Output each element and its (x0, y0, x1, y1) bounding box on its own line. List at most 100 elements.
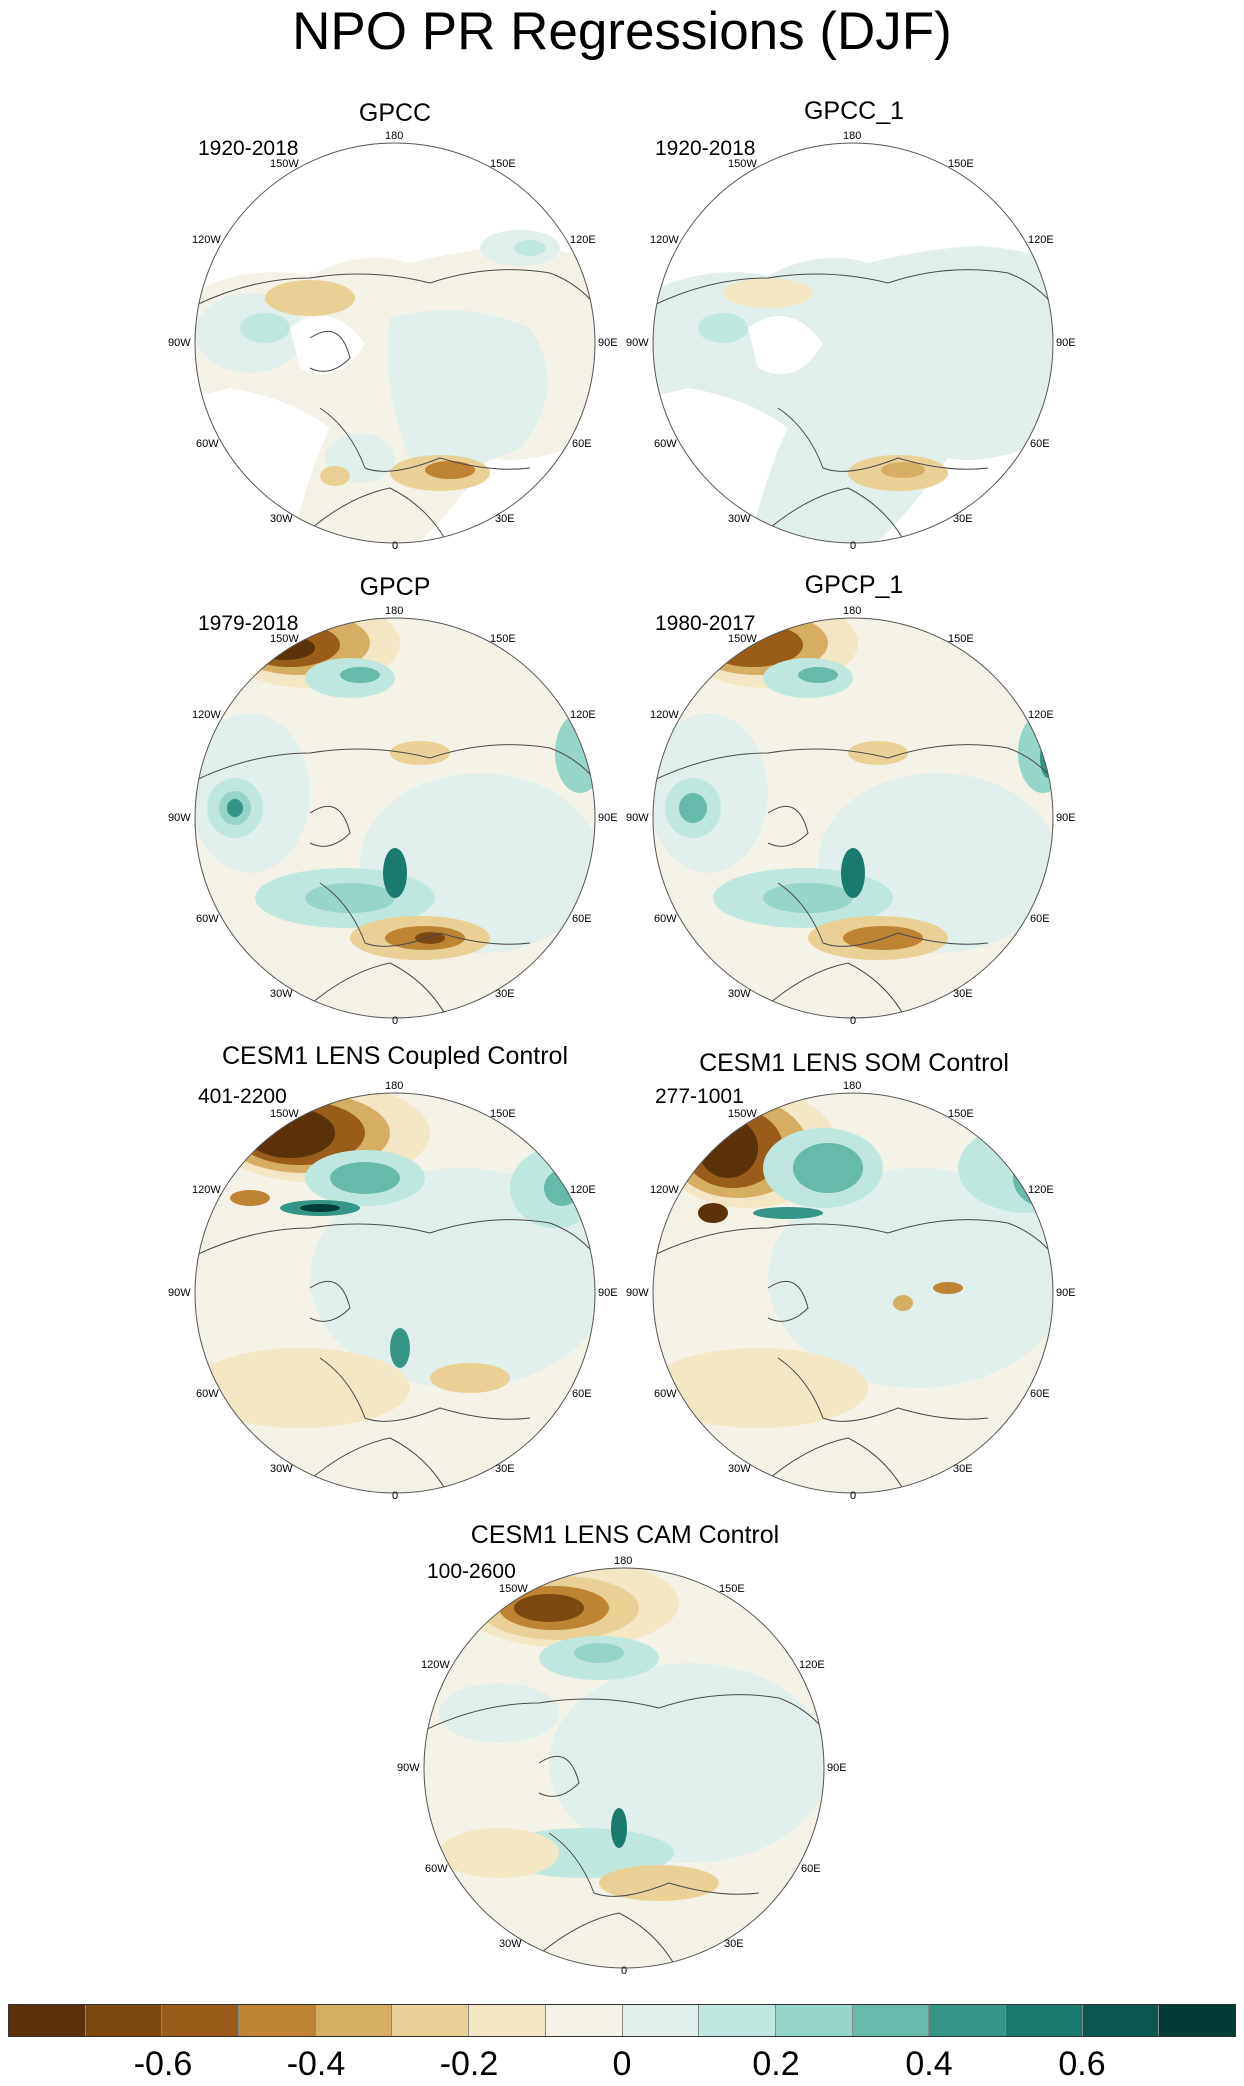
lon-label-180: 180 (843, 130, 862, 142)
colorbar-segment (1005, 2005, 1083, 2036)
lon-label-90e: 90E (1056, 1287, 1076, 1299)
lon-label-60w: 60W (196, 438, 219, 450)
lon-label-150e: 150E (490, 633, 516, 645)
lon-label-120e: 120E (570, 1184, 596, 1196)
lon-label-30e: 30E (953, 1463, 973, 1475)
colorbar-segment (1159, 2005, 1235, 2036)
lon-label-30w: 30W (270, 1463, 293, 1475)
lon-label-60w: 60W (654, 438, 677, 450)
lon-label-60e: 60E (1030, 913, 1050, 925)
lon-label-60w: 60W (196, 1388, 219, 1400)
map-boundary (652, 617, 1054, 1019)
lon-label-30e: 30E (495, 513, 515, 525)
colorbar-segment (315, 2005, 393, 2036)
lon-label-60w: 60W (425, 1863, 448, 1875)
colorbar-segment (1082, 2005, 1160, 2036)
lon-label-90e: 90E (598, 337, 618, 349)
lon-label-180: 180 (385, 1080, 404, 1092)
lon-label-0: 0 (850, 1490, 857, 1502)
panel-title: GPCP (359, 573, 431, 601)
lon-label-0: 0 (392, 1490, 399, 1502)
colorbar-segment (85, 2005, 163, 2036)
lon-label-90e: 90E (1056, 812, 1076, 824)
colorbar-segment (775, 2005, 853, 2036)
lon-label-90w: 90W (626, 812, 649, 824)
lon-label-30e: 30E (724, 1938, 744, 1950)
lon-label-60e: 60E (572, 913, 592, 925)
lon-label-90w: 90W (168, 812, 191, 824)
lon-label-180: 180 (385, 130, 404, 142)
map-boundary (194, 617, 596, 1019)
precip-anomaly-field (424, 1568, 824, 1968)
colorbar-tick-label: 0.6 (1058, 2045, 1106, 2083)
lon-label-150e: 150E (490, 158, 516, 170)
lon-label-150e: 150E (948, 1108, 974, 1120)
lon-label-60w: 60W (196, 913, 219, 925)
lon-label-30w: 30W (728, 988, 751, 1000)
map-boundary (423, 1567, 825, 1969)
lon-label-30e: 30E (953, 513, 973, 525)
lon-label-30w: 30W (270, 988, 293, 1000)
lon-label-150w: 150W (728, 158, 757, 170)
colorbar-tick-label: -0.4 (286, 2045, 346, 2083)
map-panel-cesm1-coupled-control (194, 1092, 596, 1494)
lon-label-60e: 60E (1030, 1388, 1050, 1400)
panel-period: 1979-2018 (198, 612, 299, 635)
lon-label-30e: 30E (953, 988, 973, 1000)
lon-label-0: 0 (850, 1015, 857, 1027)
page-title: NPO PR Regressions (DJF) (292, 2, 952, 61)
map-panel-gpcc-1 (652, 142, 1054, 544)
lon-label-120w: 120W (650, 234, 679, 246)
lon-label-120w: 120W (192, 234, 221, 246)
lon-label-60e: 60E (801, 1863, 821, 1875)
lon-label-60e: 60E (572, 438, 592, 450)
lon-label-120w: 120W (192, 709, 221, 721)
colorbar-segment (9, 2005, 86, 2036)
lon-label-180: 180 (843, 605, 862, 617)
lon-label-90w: 90W (626, 1287, 649, 1299)
lon-label-150w: 150W (270, 633, 299, 645)
colorbar-segment (699, 2005, 776, 2036)
lon-label-150e: 150E (948, 158, 974, 170)
lon-label-150w: 150W (270, 158, 299, 170)
panel-title: GPCP_1 (804, 571, 904, 599)
panel-title: GPCC_1 (803, 97, 905, 125)
map-panel-gpcc (194, 142, 596, 544)
map-boundary (194, 142, 596, 544)
colorbar (8, 2004, 1236, 2037)
lon-label-30e: 30E (495, 1463, 515, 1475)
lon-label-0: 0 (621, 1965, 628, 1977)
map-boundary (652, 1092, 1054, 1494)
map-panel-cesm1-cam-control (423, 1567, 825, 1969)
lon-label-150e: 150E (490, 1108, 516, 1120)
lon-label-90e: 90E (598, 812, 618, 824)
lon-label-120w: 120W (192, 1184, 221, 1196)
lon-label-180: 180 (385, 605, 404, 617)
lon-label-120w: 120W (650, 1184, 679, 1196)
lon-label-150w: 150W (499, 1583, 528, 1595)
colorbar-segment (469, 2005, 546, 2036)
panel-title: CESM1 LENS SOM Control (699, 1049, 1009, 1077)
colorbar-tick-label: 0.2 (752, 2045, 800, 2083)
panel-period: 1980-2017 (655, 612, 756, 635)
panel-title: CESM1 LENS CAM Control (470, 1521, 780, 1549)
lon-label-150w: 150W (270, 1108, 299, 1120)
lon-label-120e: 120E (799, 1659, 825, 1671)
lon-label-90w: 90W (168, 337, 191, 349)
lon-label-150w: 150W (728, 633, 757, 645)
lon-label-0: 0 (850, 540, 857, 552)
colorbar-segment (392, 2005, 470, 2036)
lon-label-0: 0 (392, 1015, 399, 1027)
lon-label-120e: 120E (570, 709, 596, 721)
lon-label-30w: 30W (499, 1938, 522, 1950)
panel-period: 1920-2018 (198, 137, 299, 160)
lon-label-90e: 90E (1056, 337, 1076, 349)
precip-anomaly-field (195, 230, 595, 543)
colorbar-tick-label: -0.6 (133, 2045, 193, 2083)
colorbar-tick-label: -0.2 (439, 2045, 499, 2083)
colorbar-segment (162, 2005, 240, 2036)
colorbar-tick-label: 0.4 (905, 2045, 953, 2083)
lon-label-120w: 120W (650, 709, 679, 721)
lon-label-150e: 150E (719, 1583, 745, 1595)
lon-label-180: 180 (843, 1080, 862, 1092)
